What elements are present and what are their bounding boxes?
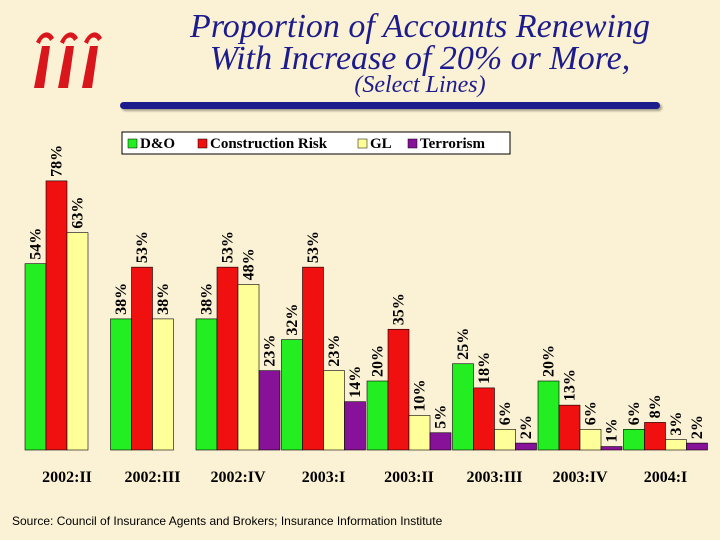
iii-logo-icon: [34, 32, 102, 88]
bar: [110, 318, 132, 451]
x-tick-label: 2002:II: [42, 469, 92, 486]
bar: [258, 370, 281, 451]
x-tick-label: 2002:IV: [210, 469, 266, 486]
legend-box: [121, 131, 511, 155]
bar: [216, 266, 239, 451]
bar: [302, 266, 324, 451]
bar: [281, 339, 303, 451]
data-label: 6%: [626, 401, 643, 425]
x-tick-label: 2003:III: [466, 469, 522, 486]
legend-label: D&O: [140, 136, 175, 152]
x-tick-label: 2004:I: [644, 469, 688, 486]
bar: [323, 370, 345, 451]
bar: [45, 180, 68, 451]
data-label: 3%: [668, 412, 685, 436]
source-note: Source: Council of Insurance Agents and …: [12, 514, 443, 528]
bar: [24, 263, 47, 451]
x-tick-label: 2003:IV: [552, 469, 608, 486]
data-label: 53%: [305, 231, 322, 263]
legend-swatch: [127, 138, 138, 149]
bar: [344, 401, 366, 451]
title-line-3: (Select Lines): [354, 72, 486, 98]
bar: [473, 387, 495, 451]
data-label: 38%: [199, 283, 216, 315]
bar: [408, 415, 431, 451]
bar: [131, 266, 153, 451]
data-label: 6%: [497, 401, 514, 425]
bar: [152, 318, 174, 451]
legend-label: Construction Risk: [210, 136, 328, 152]
bar: [366, 380, 389, 451]
x-tick-label: 2003:I: [302, 469, 346, 486]
bar: [600, 446, 623, 451]
data-label: 38%: [113, 283, 130, 315]
bar: [237, 284, 260, 451]
data-label: 63%: [70, 197, 87, 229]
data-label: 23%: [262, 335, 279, 367]
data-label: 5%: [433, 405, 450, 429]
title-line-2: With Increase of 20% or More,: [209, 40, 631, 77]
title-underline: [120, 102, 660, 109]
bar-chart: D&O Construction Risk GL Terrorism 54% 78% 63%…: [24, 131, 708, 486]
bar: [537, 380, 560, 451]
data-label: 2%: [518, 415, 535, 439]
data-label: 2%: [689, 415, 706, 439]
title-line-1: Proportion of Accounts Renewing: [190, 8, 650, 45]
data-label: 10%: [412, 380, 429, 412]
bar: [558, 404, 581, 451]
data-label: 53%: [134, 231, 151, 263]
legend: D&O Construction Risk GL Terrorism: [121, 131, 511, 155]
data-label: 14%: [347, 366, 364, 398]
bar: [66, 232, 89, 451]
bar: [623, 428, 645, 451]
bar: [515, 442, 537, 451]
data-label: 53%: [220, 231, 237, 263]
bar: [429, 432, 452, 451]
data-label: 25%: [455, 328, 472, 360]
bar: [579, 428, 602, 451]
data-label: 38%: [155, 283, 172, 315]
data-label: 20%: [541, 345, 558, 377]
data-label: 20%: [370, 345, 387, 377]
data-label: 1%: [604, 419, 621, 443]
data-label: 18%: [476, 352, 493, 384]
data-label: 13%: [562, 369, 579, 401]
data-label: 6%: [583, 401, 600, 425]
legend-swatch: [407, 138, 418, 149]
data-label: 23%: [326, 335, 343, 367]
x-tick-label: 2002:III: [124, 469, 180, 486]
legend-swatch: [197, 138, 208, 149]
bar: [644, 422, 666, 451]
legend-label: Terrorism: [420, 136, 485, 152]
bar: [195, 318, 218, 451]
legend-label: GL: [370, 136, 392, 152]
bar: [494, 428, 516, 451]
bar: [452, 363, 474, 451]
data-label: 48%: [241, 248, 258, 280]
data-label: 54%: [28, 228, 45, 260]
data-label: 32%: [284, 304, 301, 336]
legend-swatch: [357, 138, 368, 149]
bar: [686, 442, 708, 451]
data-label: 35%: [391, 293, 408, 325]
x-tick-label: 2003:II: [384, 469, 434, 486]
data-label: 8%: [647, 394, 664, 418]
bar: [665, 439, 687, 451]
bar: [387, 328, 410, 451]
data-label: 78%: [49, 145, 66, 177]
